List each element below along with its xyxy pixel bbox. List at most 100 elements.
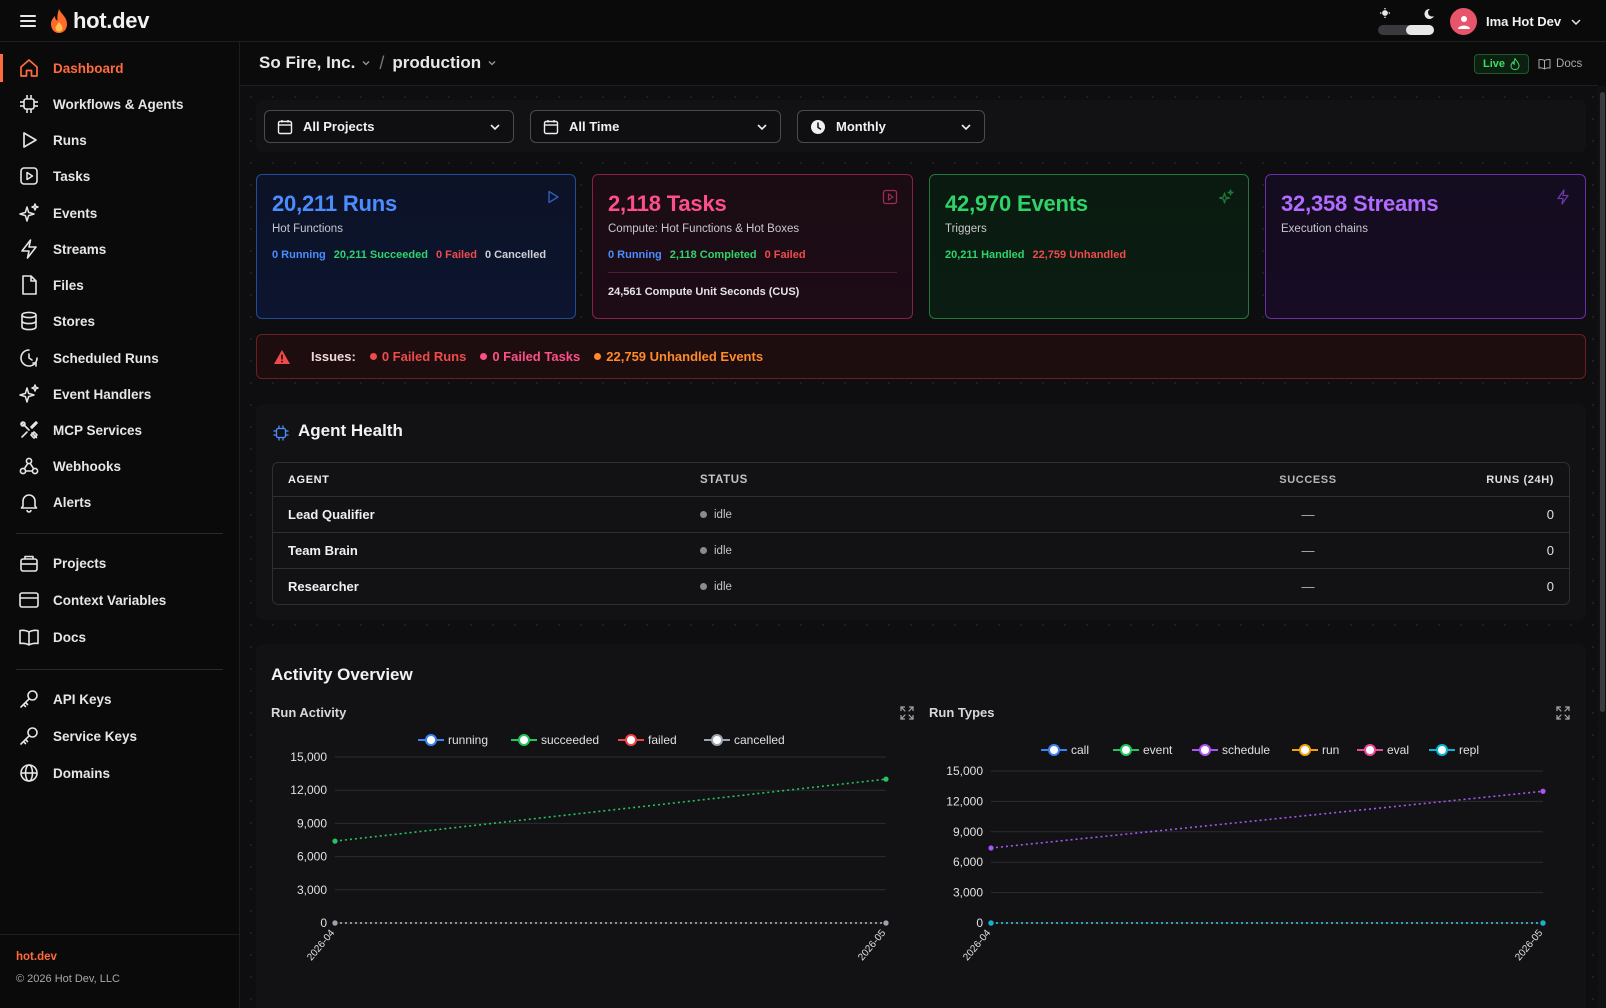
legend-item: event [1113, 743, 1173, 757]
column-header-status[interactable]: STATUS [700, 473, 748, 486]
menu-icon[interactable] [18, 12, 38, 30]
agent-success: — [1301, 543, 1315, 558]
sidebar-item-label: Webhooks [53, 458, 122, 474]
status-dot [369, 353, 377, 360]
y-tick-label: 12,000 [946, 794, 983, 808]
sidebar-item-tasks[interactable]: Tasks [0, 159, 239, 193]
issue-unhandled-events[interactable]: 22,759 Unhandled Events [594, 349, 763, 364]
y-tick-label: 12,000 [290, 783, 327, 797]
events-stat-title: 42,970 Events [945, 191, 1233, 217]
table-row[interactable]: Team Brain idle — 0 [273, 532, 1569, 568]
sidebar-item-runs[interactable]: Runs [0, 123, 239, 157]
agent-runs: 0 [1546, 543, 1554, 558]
agent-status-label: idle [714, 544, 732, 557]
legend-marker [1048, 744, 1060, 756]
sidebar-item-label: Alerts [53, 494, 92, 510]
sidebar-item-service-keys[interactable]: Service Keys [0, 719, 239, 753]
tasks-running: 0 Running [608, 249, 662, 261]
org-selector[interactable]: So Fire, Inc. [259, 53, 371, 73]
bell-icon [20, 494, 38, 513]
streams-noun: Streams [1353, 191, 1439, 216]
user-icon [1457, 15, 1470, 29]
runs-stat-card[interactable]: 20,211 Runs Hot Functions 0 Running 20,2… [256, 174, 576, 319]
chevron-down-icon [488, 61, 496, 66]
table-row[interactable]: Researcher idle — 0 [273, 568, 1569, 604]
data-point [883, 920, 889, 926]
tasks-stat-card[interactable]: 2,118 Tasks Compute: Hot Functions & Hot… [592, 174, 913, 319]
live-badge[interactable]: Live [1474, 54, 1530, 74]
sidebar-item-event-handlers[interactable]: Event Handlers [0, 377, 239, 411]
legend-label: event [1143, 743, 1173, 757]
sparkle-icon [19, 203, 39, 222]
tasks-noun: Tasks [666, 191, 727, 216]
column-header-agent[interactable]: AGENT [288, 473, 330, 486]
clock-icon [20, 349, 38, 367]
table-header-row: AGENT STATUS SUCCESS RUNS (24H) [273, 463, 1569, 496]
data-point [988, 920, 994, 926]
sidebar-item-api-keys[interactable]: API Keys [0, 682, 239, 716]
table-row[interactable]: Lead Qualifier idle — 0 [273, 496, 1569, 532]
streams-count: 32,358 [1281, 191, 1348, 216]
sidebar-item-domains[interactable]: Domains [0, 756, 239, 790]
sidebar-item-label: MCP Services [53, 422, 143, 438]
sidebar-item-workflows[interactable]: Workflows & Agents [0, 87, 239, 121]
column-header-runs[interactable]: RUNS (24H) [1486, 473, 1554, 486]
interval-select[interactable]: Monthly [797, 110, 985, 143]
sidebar-item-stores[interactable]: Stores [0, 304, 239, 338]
expand-icon[interactable] [1556, 706, 1570, 720]
y-tick-label: 3,000 [297, 883, 327, 897]
tasks-stat-title: 2,118 Tasks [608, 191, 897, 217]
sidebar-item-label: Events [53, 205, 98, 221]
sidebar-item-streams[interactable]: Streams [0, 232, 239, 266]
sidebar-item-label: Domains [53, 765, 111, 781]
chevron-down-icon [362, 61, 370, 66]
legend-marker [1199, 744, 1211, 756]
sidebar-item-alerts[interactable]: Alerts [0, 485, 239, 519]
scrollbar-thumb[interactable] [1600, 92, 1605, 712]
theme-toggle[interactable] [1378, 7, 1436, 37]
x-tick-label: 2026-05 [1513, 928, 1545, 964]
runs-succeeded: 20,211 Succeeded [333, 249, 428, 261]
sidebar-item-events[interactable]: Events [0, 196, 239, 230]
env-selector[interactable]: production [392, 53, 497, 73]
events-unhandled: 22,759 Unhandled [1032, 249, 1127, 261]
sidebar-item-docs[interactable]: Docs [0, 620, 239, 654]
column-header-success[interactable]: SUCCESS [1279, 473, 1337, 486]
chevron-down-icon [490, 124, 500, 130]
sidebar-item-projects[interactable]: Projects [0, 546, 239, 580]
chevron-down-icon [1571, 19, 1581, 25]
user-name: Ima Hot Dev [1486, 14, 1562, 29]
user-menu[interactable]: Ima Hot Dev [1450, 8, 1582, 35]
events-stat-card[interactable]: 42,970 Events Triggers 20,211 Handled 22… [929, 174, 1249, 319]
expand-icon[interactable] [900, 706, 914, 720]
sun-icon [1380, 8, 1390, 18]
legend-item: schedule [1192, 743, 1270, 757]
footer-link[interactable]: hot.dev [16, 951, 57, 963]
tasks-completed: 2,118 Completed [669, 249, 757, 261]
legend-label: failed [648, 733, 677, 747]
sidebar-item-mcp-services[interactable]: MCP Services [0, 413, 239, 447]
sidebar-item-dashboard[interactable]: Dashboard [0, 51, 239, 85]
agent-runs: 0 [1546, 579, 1554, 594]
legend-item: run [1292, 743, 1339, 757]
docs-link[interactable]: Docs [1538, 58, 1582, 70]
tasks-count: 2,118 [608, 191, 661, 216]
sidebar-item-files[interactable]: Files [0, 268, 239, 302]
bolt-icon [21, 239, 37, 259]
legend-marker [1120, 744, 1132, 756]
app-logo[interactable]: hot.dev [48, 8, 149, 34]
project-filter-select[interactable]: All Projects [264, 110, 514, 143]
legend-item: eval [1357, 743, 1409, 757]
issue-failed-tasks[interactable]: 0 Failed Tasks [480, 349, 580, 364]
sidebar-item-scheduled-runs[interactable]: Scheduled Runs [0, 341, 239, 375]
sidebar-item-webhooks[interactable]: Webhooks [0, 449, 239, 483]
time-range-select[interactable]: All Time [530, 110, 781, 143]
home-icon [20, 59, 38, 77]
env-name: production [392, 53, 482, 72]
streams-stat-card[interactable]: 32,358 Streams Execution chains [1265, 174, 1586, 319]
issue-failed-runs[interactable]: 0 Failed Runs [369, 349, 466, 364]
legend-marker [1299, 744, 1311, 756]
tasks-compute-units: 24,561 Compute Unit Seconds (CUS) [608, 286, 800, 298]
x-tick-label: 2026-05 [856, 928, 888, 964]
sidebar-item-context-variables[interactable]: Context Variables [0, 583, 239, 617]
